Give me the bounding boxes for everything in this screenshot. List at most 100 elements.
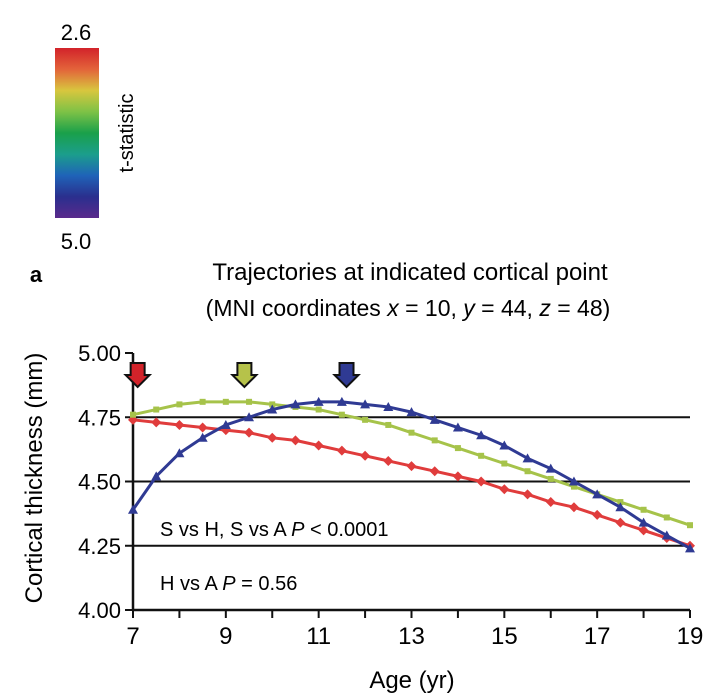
y-tick-label: 4.50 bbox=[78, 470, 121, 495]
peak-arrow-marker bbox=[123, 362, 153, 389]
data-point bbox=[244, 427, 255, 438]
data-point bbox=[313, 396, 324, 406]
x-tick-label: 13 bbox=[398, 623, 425, 650]
axes: 4.00 4.25 4.50 4.75 5.00 7 9 11 13 15 17 19 bbox=[78, 341, 703, 650]
data-point bbox=[315, 406, 322, 413]
x-tick-label: 9 bbox=[219, 623, 232, 650]
data-point bbox=[267, 404, 278, 414]
data-point bbox=[130, 411, 136, 418]
x-tick-label: 17 bbox=[584, 623, 611, 650]
data-point bbox=[246, 398, 253, 405]
data-point bbox=[592, 489, 603, 499]
data-point bbox=[267, 432, 278, 443]
colorbar-gradient bbox=[55, 48, 99, 218]
chart-subtitle: (MNI coordinates x = 10, y = 44, z = 48) bbox=[206, 295, 611, 321]
data-point bbox=[499, 440, 510, 450]
data-point bbox=[615, 517, 626, 528]
data-point bbox=[478, 452, 485, 459]
annotation-s-vs-h: S vs H, S vs A P < 0.0001 bbox=[160, 519, 388, 541]
annotation-h-vs-a: H vs A P = 0.56 bbox=[160, 573, 297, 595]
data-point bbox=[545, 497, 556, 508]
data-point bbox=[617, 499, 624, 506]
data-point bbox=[220, 419, 231, 429]
data-point bbox=[522, 489, 533, 500]
data-point bbox=[176, 401, 183, 408]
gridlines bbox=[133, 416, 690, 547]
data-point bbox=[499, 484, 510, 495]
data-point bbox=[661, 530, 672, 540]
y-tick-label: 4.75 bbox=[78, 405, 121, 430]
data-point bbox=[128, 504, 138, 514]
data-point bbox=[199, 398, 206, 405]
data-point bbox=[524, 468, 531, 475]
data-point bbox=[476, 476, 487, 487]
data-point bbox=[244, 412, 255, 422]
data-point bbox=[638, 517, 649, 527]
data-point bbox=[685, 543, 695, 553]
y-axis-label: Cortical thickness (mm) bbox=[21, 353, 48, 604]
data-point bbox=[338, 411, 345, 418]
data-point bbox=[383, 401, 394, 411]
data-point bbox=[501, 460, 508, 467]
peak-arrow-marker bbox=[229, 362, 259, 389]
data-point bbox=[545, 463, 556, 473]
y-tick-label: 4.00 bbox=[78, 598, 121, 623]
y-tick-label: 5.00 bbox=[78, 341, 121, 366]
data-point bbox=[522, 453, 533, 463]
data-point bbox=[408, 429, 415, 436]
x-tick-label: 7 bbox=[126, 623, 139, 650]
data-point bbox=[638, 525, 649, 536]
data-point bbox=[570, 483, 577, 490]
data-point bbox=[663, 514, 670, 521]
data-point bbox=[615, 502, 626, 512]
data-point bbox=[362, 416, 369, 423]
data-point bbox=[222, 398, 229, 405]
plot-area: 4.00 4.25 4.50 4.75 5.00 7 9 11 13 15 17 19 bbox=[78, 341, 703, 650]
data-point bbox=[336, 445, 347, 456]
peak-arrow bbox=[332, 362, 361, 389]
chart-title: Trajectories at indicated cortical point bbox=[212, 259, 608, 286]
data-point bbox=[476, 430, 487, 440]
data-point bbox=[429, 414, 440, 424]
data-point bbox=[151, 417, 162, 428]
peak-arrow-marker bbox=[332, 362, 361, 389]
data-point bbox=[385, 421, 392, 428]
data-point bbox=[313, 440, 324, 451]
data-point bbox=[568, 476, 579, 486]
colorbar: 2.6 5.0 t-statistic bbox=[55, 20, 138, 254]
panel-label: a bbox=[30, 262, 43, 287]
data-point bbox=[197, 422, 208, 433]
peak-arrow bbox=[229, 362, 259, 389]
data-point bbox=[383, 455, 394, 466]
data-point bbox=[687, 522, 693, 529]
colorbar-title: t-statistic bbox=[116, 94, 138, 173]
y-tick-label: 4.25 bbox=[78, 534, 121, 559]
data-point bbox=[336, 396, 347, 406]
data-point bbox=[547, 475, 554, 482]
data-point bbox=[640, 506, 647, 513]
data-point bbox=[406, 407, 417, 417]
data-point bbox=[174, 448, 185, 458]
data-point bbox=[360, 450, 371, 461]
series-triangle bbox=[128, 396, 695, 553]
colorbar-bottom-label: 5.0 bbox=[61, 229, 92, 254]
x-axis-label: Age (yr) bbox=[369, 667, 454, 694]
data-point bbox=[429, 466, 440, 477]
data-point bbox=[431, 437, 438, 444]
data-point bbox=[290, 399, 301, 409]
data-point bbox=[197, 432, 208, 442]
data-point bbox=[568, 502, 579, 513]
data-point bbox=[592, 509, 603, 520]
data-point bbox=[452, 471, 463, 482]
colorbar-top-label: 2.6 bbox=[61, 20, 92, 45]
peak-markers bbox=[123, 362, 361, 389]
data-point bbox=[151, 471, 162, 481]
data-point bbox=[174, 419, 185, 430]
data-point bbox=[360, 399, 371, 409]
data-point bbox=[269, 401, 276, 408]
data-point bbox=[406, 461, 417, 472]
x-tick-label: 11 bbox=[306, 623, 331, 650]
peak-arrow bbox=[123, 362, 153, 389]
data-point bbox=[454, 445, 461, 452]
